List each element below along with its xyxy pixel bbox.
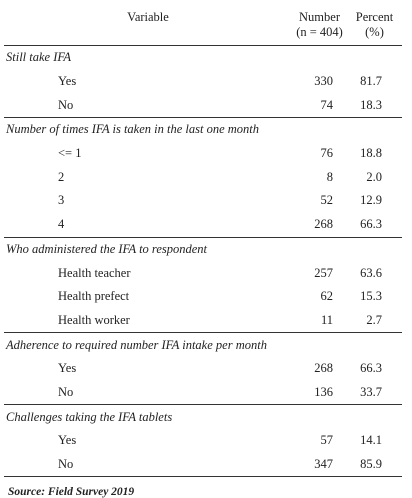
table-row: No 347 85.9 (4, 452, 402, 478)
table-row: No 136 33.7 (4, 381, 402, 405)
row-number: 8 (326, 169, 333, 184)
section-header-row: Number of times IFA is taken in the last… (4, 117, 402, 142)
section-header-row: Adherence to required number IFA intake … (4, 332, 402, 357)
row-label: 2 (58, 169, 65, 184)
section-title: Adherence to required number IFA intake … (4, 332, 402, 357)
row-percent: 66.3 (360, 217, 382, 232)
variable-column-header: Variable (4, 0, 292, 46)
row-label: 3 (58, 193, 65, 208)
row-percent: 81.7 (360, 74, 382, 89)
section-title: Still take IFA (6, 50, 72, 65)
row-number: 257 (314, 265, 333, 280)
row-number: 11 (320, 312, 333, 327)
row-number: 268 (314, 217, 333, 232)
section-title: Who administered the IFA to respondent (4, 236, 402, 262)
row-label: Yes (58, 433, 77, 448)
table-row: Yes 57 14.1 (4, 429, 402, 453)
table-row: Health teacher 257 63.6 (4, 261, 402, 285)
row-label: <= 1 (58, 146, 82, 161)
percent-header-line2: (%) (365, 25, 384, 39)
number-column-header: Number (n = 404) (292, 0, 347, 46)
row-label: No (58, 97, 74, 112)
row-number: 57 (320, 433, 334, 448)
section-header-row: Challenges taking the IFA tablets (4, 404, 402, 429)
table-row: 2 8 2.0 (4, 165, 402, 189)
row-percent: 14.1 (360, 433, 382, 448)
section-title: Number of times IFA is taken in the last… (4, 117, 402, 142)
row-percent: 12.9 (360, 193, 382, 208)
table-row: <= 1 76 18.8 (4, 142, 402, 166)
row-percent: 33.7 (360, 384, 382, 399)
section-title: Challenges taking the IFA tablets (4, 404, 402, 429)
row-number: 347 (292, 452, 347, 478)
row-number: 330 (314, 74, 333, 89)
row-label: No (58, 384, 74, 399)
variable-header-label: Variable (127, 10, 169, 24)
table-row: Health prefect 62 15.3 (4, 285, 402, 309)
row-percent: 66.3 (360, 361, 382, 376)
number-header-line1: Number (299, 10, 340, 24)
row-label: Health prefect (58, 289, 130, 304)
row-percent: 2.0 (366, 169, 382, 184)
table-row: Yes 330 81.7 (4, 70, 402, 94)
table-row: Yes 268 66.3 (4, 357, 402, 381)
table-row: No 74 18.3 (4, 93, 402, 117)
row-label: 4 (58, 217, 65, 232)
row-number: 74 (320, 97, 334, 112)
row-percent: 63.6 (360, 265, 382, 280)
ifa-results-table: Variable Number (n = 404) Percent (%) St… (4, 0, 402, 478)
table-header-row: Variable Number (n = 404) Percent (%) (4, 0, 402, 46)
section-header-row: Still take IFA (4, 46, 402, 70)
section-header-row: Who administered the IFA to respondent (4, 236, 402, 262)
table-source-note: Source: Field Survey 2019 (8, 486, 135, 498)
row-label: Yes (58, 74, 77, 89)
row-percent: 2.7 (366, 312, 382, 327)
row-label: No (4, 452, 292, 478)
row-label: Yes (58, 361, 77, 376)
number-header-line2: (n = 404) (296, 25, 343, 39)
row-percent: 18.8 (360, 146, 382, 161)
row-percent: 18.3 (360, 97, 382, 112)
table-row: 4 268 66.3 (4, 213, 402, 237)
row-number: 62 (320, 289, 334, 304)
data-table-container: Variable Number (n = 404) Percent (%) St… (4, 0, 402, 498)
percent-column-header: Percent (%) (347, 0, 402, 46)
table-row: Health worker 11 2.7 (4, 309, 402, 333)
row-percent: 15.3 (360, 289, 382, 304)
row-percent: 85.9 (347, 452, 402, 478)
row-number: 52 (320, 193, 334, 208)
row-label: Health worker (58, 312, 130, 327)
percent-header-line1: Percent (355, 10, 394, 24)
row-number: 76 (320, 146, 334, 161)
row-label: Health teacher (58, 265, 131, 280)
table-row: 3 52 12.9 (4, 189, 402, 213)
row-number: 268 (314, 361, 333, 376)
row-number: 136 (314, 384, 333, 399)
